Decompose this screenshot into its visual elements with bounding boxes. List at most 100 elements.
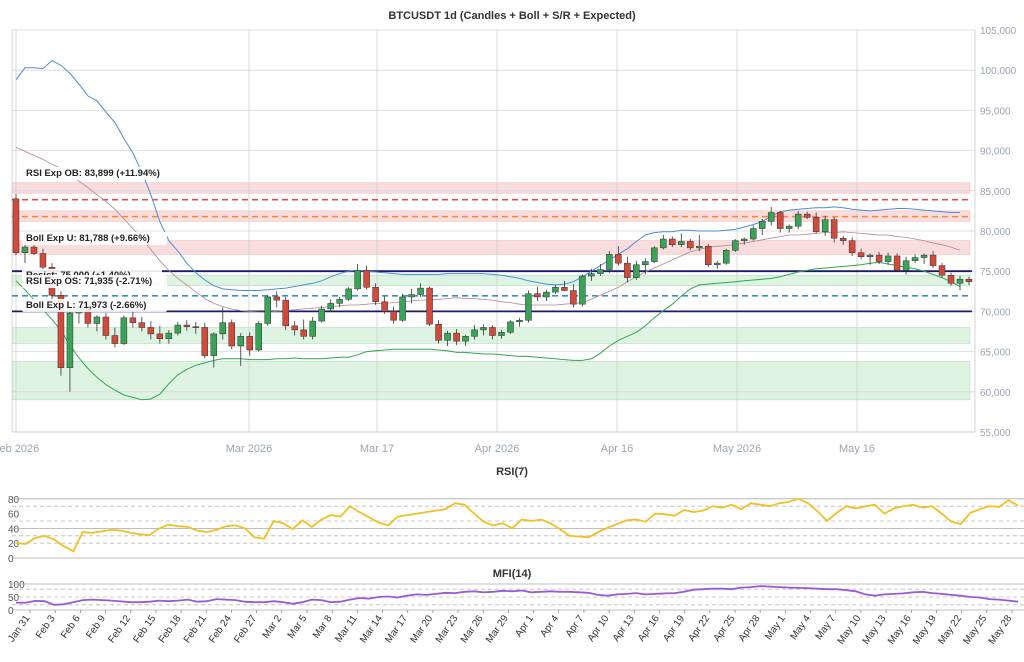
price-tick-label: 65,000 <box>980 348 1011 359</box>
candle-body <box>372 287 379 303</box>
mfi-line <box>16 585 1019 606</box>
candle-body <box>507 321 514 333</box>
candle-body <box>291 325 298 331</box>
candle-body <box>12 198 20 253</box>
rsi-tick-label: 20 <box>8 539 20 550</box>
candle-body <box>965 278 973 282</box>
candle <box>714 260 721 269</box>
candle <box>444 330 451 346</box>
candle-body <box>417 287 424 295</box>
candle-body <box>120 317 128 344</box>
bollinger-bands <box>15 59 961 401</box>
candle-body <box>273 296 280 301</box>
candle <box>579 274 586 307</box>
candle <box>381 296 388 314</box>
candle <box>965 276 973 285</box>
candle-body <box>884 255 892 262</box>
candle-body <box>93 316 101 324</box>
candle <box>336 296 343 308</box>
candle <box>237 333 245 367</box>
candle-body <box>327 303 334 310</box>
candle <box>812 212 820 234</box>
candle <box>884 252 892 265</box>
candle <box>839 235 847 245</box>
candle <box>588 268 595 281</box>
candle <box>183 320 191 331</box>
candle <box>228 319 236 350</box>
rsi-tick-label: 80 <box>8 495 20 506</box>
candle-body <box>39 253 47 268</box>
candle <box>615 246 622 266</box>
candle <box>327 299 334 312</box>
candle <box>471 325 478 340</box>
candle-body <box>902 260 910 271</box>
candle-body <box>471 329 478 337</box>
candle-body <box>642 261 649 266</box>
candle-body <box>210 333 218 356</box>
candle-body <box>201 327 209 356</box>
candle <box>794 210 802 230</box>
candle <box>687 239 694 251</box>
candle-body <box>561 287 568 291</box>
price-tick-label: 75,000 <box>980 267 1011 278</box>
candle-body <box>552 287 559 293</box>
candle-body <box>875 254 883 262</box>
sr-zone <box>11 360 971 401</box>
candle <box>129 309 137 328</box>
candle <box>821 215 829 236</box>
candle-body <box>300 329 307 337</box>
candle-body <box>938 265 946 276</box>
annotation-box: Boll Exp U: 81,788 (+9.66%) <box>22 232 167 245</box>
candle <box>489 325 496 340</box>
price-axis: 55,000 60,000 65,000 70,000 75,000 80,000 85,0… <box>980 26 1017 439</box>
candle <box>875 251 883 264</box>
candle-body <box>606 254 613 270</box>
candle <box>723 248 730 265</box>
candle-body <box>803 213 811 218</box>
level-annotations: RSI Exp OB: 83,899 (+11.94%) Boll Exp U: … <box>22 167 167 312</box>
candle <box>803 211 811 219</box>
candle <box>21 243 29 264</box>
candle-body <box>30 246 38 254</box>
candle <box>749 225 757 241</box>
candle <box>830 217 838 243</box>
candle <box>624 256 631 283</box>
candle <box>642 258 649 275</box>
candle <box>435 320 442 344</box>
candle <box>165 329 173 344</box>
candle <box>318 305 325 323</box>
candle-body <box>435 324 442 341</box>
candle <box>507 320 514 334</box>
candle-body <box>794 213 802 227</box>
candle-body <box>830 219 838 239</box>
candle <box>597 263 604 277</box>
candle-body <box>749 228 757 240</box>
candle-body <box>812 217 820 233</box>
candle-body <box>66 312 74 368</box>
candle-body <box>893 255 901 271</box>
candle <box>920 253 928 264</box>
candle-body <box>480 327 487 331</box>
candle-body <box>570 290 577 305</box>
candle-body <box>624 262 631 278</box>
candle-body <box>111 335 119 344</box>
price-tick-label: 100,000 <box>980 66 1017 77</box>
candle <box>956 276 964 291</box>
candle <box>669 236 676 248</box>
candle <box>372 283 379 305</box>
candle-body <box>525 293 532 321</box>
candle-body <box>228 322 236 347</box>
annotation-label: RSI Exp OB: 83,899 (+11.94%) <box>26 168 160 179</box>
candle <box>480 324 487 336</box>
candle-body <box>731 240 739 251</box>
candle <box>678 233 685 248</box>
candle-body <box>696 246 703 249</box>
candle <box>947 272 955 286</box>
candle <box>66 307 74 392</box>
boll-upper-line <box>15 59 960 291</box>
candle <box>408 288 415 304</box>
candle-body <box>156 333 164 339</box>
candle-body <box>309 320 316 337</box>
candle <box>453 329 460 346</box>
